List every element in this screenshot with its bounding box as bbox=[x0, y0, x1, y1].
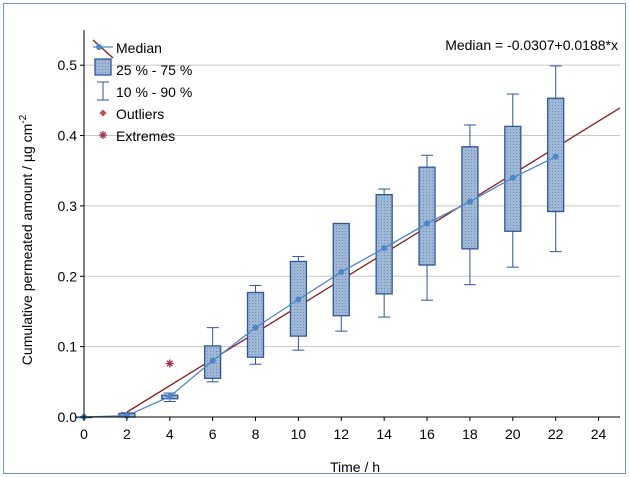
y-axis-title: Cumulative permeated amount / µg cm-2 bbox=[18, 114, 35, 365]
legend-label: Extremes bbox=[116, 128, 175, 144]
box-iqr bbox=[418, 166, 436, 266]
median-point bbox=[424, 220, 431, 227]
box-14h bbox=[375, 188, 393, 318]
y-tick-label: 0.5 bbox=[58, 57, 78, 73]
x-tick-label: 10 bbox=[291, 426, 307, 442]
x-tick-label: 6 bbox=[209, 426, 217, 442]
fit-line-layer bbox=[126, 107, 621, 413]
y-tick-label: 0.3 bbox=[58, 198, 78, 214]
y-tick-label: 0.4 bbox=[58, 128, 78, 144]
legend-item-box: 25 % - 75 % bbox=[94, 58, 192, 78]
median-point bbox=[209, 357, 216, 364]
extreme-point bbox=[165, 359, 174, 368]
median-point bbox=[166, 393, 173, 400]
median-line-layer bbox=[81, 153, 559, 420]
median-point bbox=[338, 269, 345, 276]
legend-fit-icon bbox=[92, 39, 114, 59]
y-axis-title-superscript: -2 bbox=[18, 114, 29, 123]
legend-item-extreme: Extremes bbox=[99, 128, 175, 144]
legend-label: Median bbox=[116, 40, 162, 56]
legend-item-whisker: 10 % - 90 % bbox=[97, 81, 192, 101]
fit-equation: Median = -0.0307+0.0188*x bbox=[445, 37, 618, 53]
median-point bbox=[509, 174, 516, 181]
box-18h bbox=[461, 124, 479, 286]
grid-lines bbox=[84, 64, 620, 348]
median-point bbox=[466, 198, 473, 205]
points-layer bbox=[165, 359, 174, 368]
box-16h bbox=[418, 154, 436, 301]
legend-median-point bbox=[96, 44, 102, 50]
box-12h bbox=[332, 222, 350, 332]
axes: 0.00.10.20.30.40.50 2 4 6 8 10 12 14 16 18 20 22 24 bbox=[58, 30, 620, 442]
x-tick-label: 2 bbox=[123, 426, 131, 442]
legend-extreme-icon bbox=[99, 131, 107, 139]
legend-item-outlier: Outliers bbox=[99, 106, 164, 122]
y-tick-label: 0.1 bbox=[58, 339, 78, 355]
legend-outlier-icon bbox=[99, 109, 107, 117]
x-tick-label: 14 bbox=[376, 426, 392, 442]
median-point bbox=[552, 153, 559, 160]
median-point bbox=[295, 296, 302, 303]
x-tick-label: 16 bbox=[419, 426, 435, 442]
box-6h bbox=[203, 327, 222, 383]
y-tick-label: 0.0 bbox=[58, 409, 78, 425]
x-tick-label: 0 bbox=[80, 426, 88, 442]
legend-label: 10 % - 90 % bbox=[116, 84, 192, 100]
median-point bbox=[381, 245, 388, 252]
legend-label: 25 % - 75 % bbox=[116, 62, 192, 78]
x-tick-label: 18 bbox=[462, 426, 478, 442]
legend: Median 25 % - 75 % 10 % - 90 % Outliers Extr… bbox=[92, 39, 192, 144]
legend-box-icon bbox=[94, 58, 112, 76]
legend-item-median: Median bbox=[92, 39, 162, 59]
box-iqr bbox=[461, 146, 479, 250]
x-tick-label: 8 bbox=[252, 426, 260, 442]
x-tick-label: 20 bbox=[505, 426, 521, 442]
x-tick-label: 4 bbox=[166, 426, 174, 442]
x-tick-label: 22 bbox=[548, 426, 564, 442]
median-line bbox=[83, 156, 556, 418]
x-axis-title: Time / h bbox=[330, 459, 380, 475]
y-tick-label: 0.2 bbox=[58, 268, 78, 284]
median-point bbox=[252, 324, 259, 331]
legend-label: Outliers bbox=[116, 106, 164, 122]
x-tick-label: 24 bbox=[591, 426, 607, 442]
y-axis-title-text: Cumulative permeated amount / µg cm bbox=[19, 124, 35, 366]
x-tick-label: 12 bbox=[333, 426, 349, 442]
regression-fit-line bbox=[126, 107, 621, 413]
